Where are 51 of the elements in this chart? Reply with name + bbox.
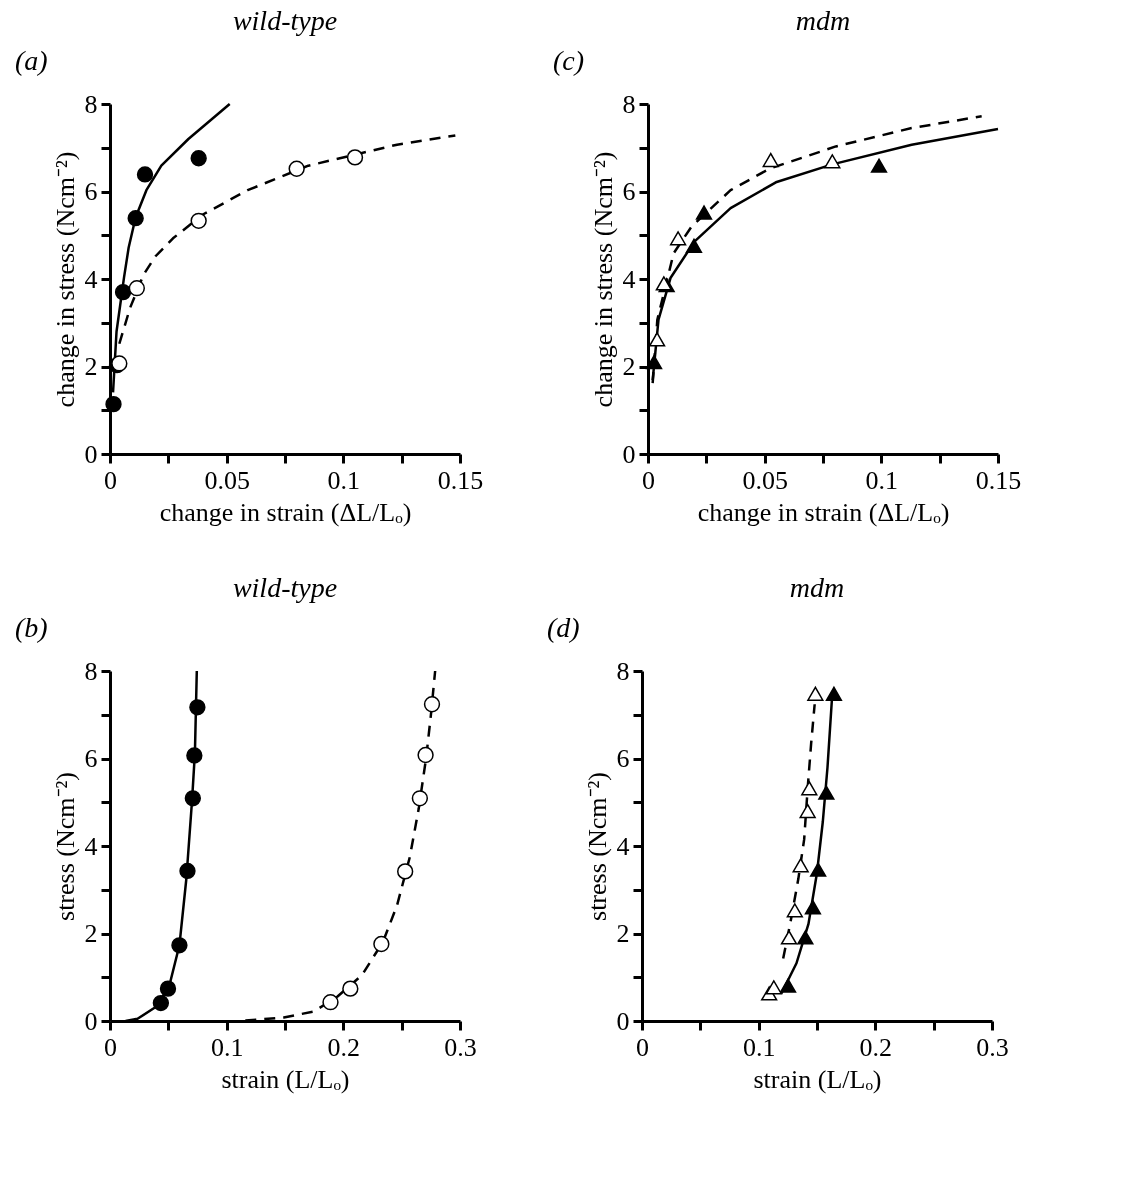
y-tick-label: 4: [84, 264, 98, 294]
text: (b): [15, 612, 48, 643]
x-tick-label: 0.15: [437, 465, 484, 495]
x-tick-label: 0.3: [444, 1032, 477, 1062]
x-tick-label: 0: [104, 465, 117, 495]
x-axis-title: change in strain (ΔL/Lₒ): [159, 497, 412, 527]
y-tick-label: 6: [616, 744, 630, 773]
y-tick-label: 8: [622, 89, 636, 119]
y-tick-label: 4: [622, 264, 636, 294]
y-tick-label: 0: [84, 1006, 98, 1036]
y-tick-label: 6: [622, 177, 636, 206]
x-tick-label: 0.1: [865, 465, 899, 495]
x-tick-label: 0: [642, 465, 655, 495]
x-tick-label: 0.05: [742, 465, 788, 495]
text: (d): [547, 612, 580, 643]
y-tick-label: 6: [84, 744, 98, 773]
chart-title: mdm: [789, 572, 845, 603]
y-axis-title: stress (Ncm⁻²): [582, 772, 612, 921]
y-tick-label: 2: [84, 919, 98, 948]
x-axis-title: strain (L/Lₒ): [221, 1064, 350, 1094]
y-tick-label: 0: [622, 439, 636, 469]
x-tick-label: 0.2: [859, 1032, 893, 1062]
y-axis-title: change in stress (Ncm⁻²): [50, 151, 80, 408]
chart-title: mdm: [795, 5, 851, 36]
x-axis-title: change in strain (ΔL/Lₒ): [697, 497, 950, 527]
chart-title: wild-type: [232, 5, 338, 36]
x-tick-label: 0.1: [210, 1032, 244, 1062]
text: (c): [553, 45, 585, 76]
x-tick-label: 0.2: [327, 1032, 361, 1062]
chart-title: wild-type: [232, 572, 338, 603]
x-tick-label: 0.15: [975, 465, 1022, 495]
text: (a): [15, 45, 48, 76]
y-axis-title: change in stress (Ncm⁻²): [588, 151, 618, 408]
y-tick-label: 0: [84, 439, 98, 469]
x-tick-label: 0.1: [327, 465, 361, 495]
x-tick-label: 0.1: [742, 1032, 776, 1062]
x-tick-label: 0.3: [976, 1032, 1009, 1062]
x-tick-label: 0.05: [204, 465, 250, 495]
y-tick-label: 4: [616, 831, 630, 861]
y-tick-label: 8: [84, 89, 98, 119]
y-tick-label: 2: [84, 352, 98, 381]
y-tick-label: 4: [84, 831, 98, 861]
y-tick-label: 8: [84, 656, 98, 686]
y-tick-label: 2: [616, 919, 630, 948]
y-axis-title: stress (Ncm⁻²): [50, 772, 80, 921]
y-tick-label: 6: [84, 177, 98, 206]
x-axis-title: strain (L/Lₒ): [753, 1064, 882, 1094]
y-tick-label: 8: [616, 656, 630, 686]
x-tick-label: 0: [104, 1032, 117, 1062]
y-tick-label: 0: [616, 1006, 630, 1036]
y-tick-label: 2: [622, 352, 636, 381]
